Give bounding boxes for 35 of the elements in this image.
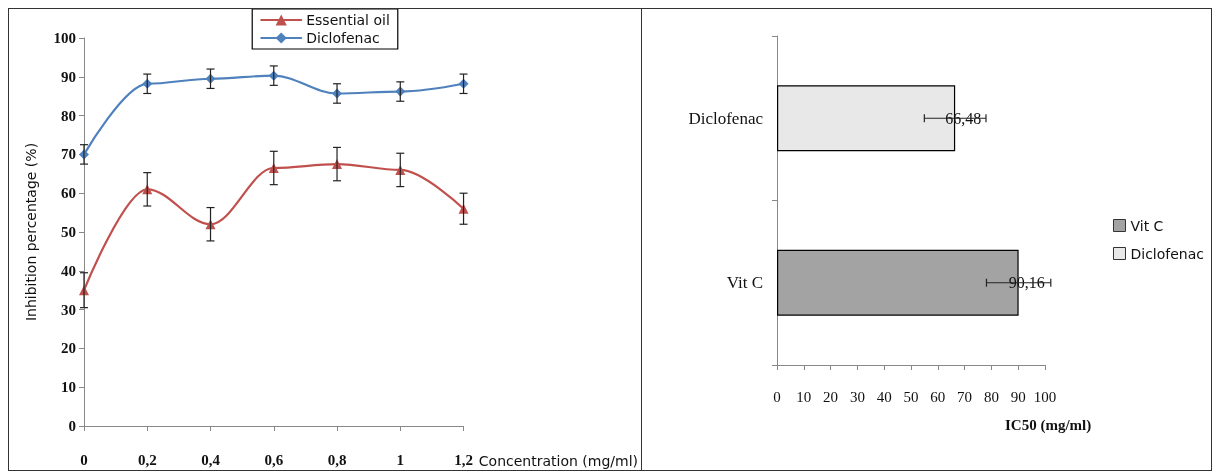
y-axis-title: Inhibition percentage (%) [23,142,39,322]
x-tick-label: 0,2 [137,451,157,468]
x-tick-label: 60 [930,388,946,405]
x-tick-label: 80 [983,388,999,405]
x-tick-label: 100 [1033,388,1057,405]
y-tick-label: 50 [61,224,76,240]
y-tick-label: 0 [68,418,76,434]
y-tick-label: 70 [61,146,76,163]
y-tick-label: 30 [61,301,76,318]
legend-label: Essential oil [306,12,390,28]
legend-label: Vit C [1130,217,1164,234]
x-tick-label: 20 [823,388,839,405]
x-tick-label: 1,2 [454,451,473,468]
x-tick-label: 90 [1010,388,1026,405]
legend-label: Diclofenac [306,30,380,46]
x-tick-label: 10 [796,388,812,405]
x-tick-label: 0,8 [327,451,347,468]
x-tick-label: 30 [849,388,865,405]
y-tick-label: 20 [61,340,76,357]
y-tick-label: 80 [61,107,76,124]
x-axis-title: Concentration (mg/ml) [478,453,639,469]
x-axis-title: IC50 (mg/ml) [1005,416,1092,434]
y-tick-label: 90 [61,68,76,85]
legend-label: Diclofenac [1130,245,1204,262]
y-tick-label: 40 [61,262,76,279]
x-tick-label: 70 [957,388,973,405]
x-tick-label: 40 [876,388,892,405]
x-tick-label: 0 [80,451,88,468]
x-tick-label: 1 [396,451,405,468]
x-tick-label: 0 [773,388,781,405]
y-tick-label: 60 [61,185,76,202]
y-tick-label: 100 [53,30,76,46]
x-tick-label: 0,4 [201,451,221,468]
x-tick-label: 0,6 [264,451,284,468]
x-tick-label: 50 [903,388,919,405]
